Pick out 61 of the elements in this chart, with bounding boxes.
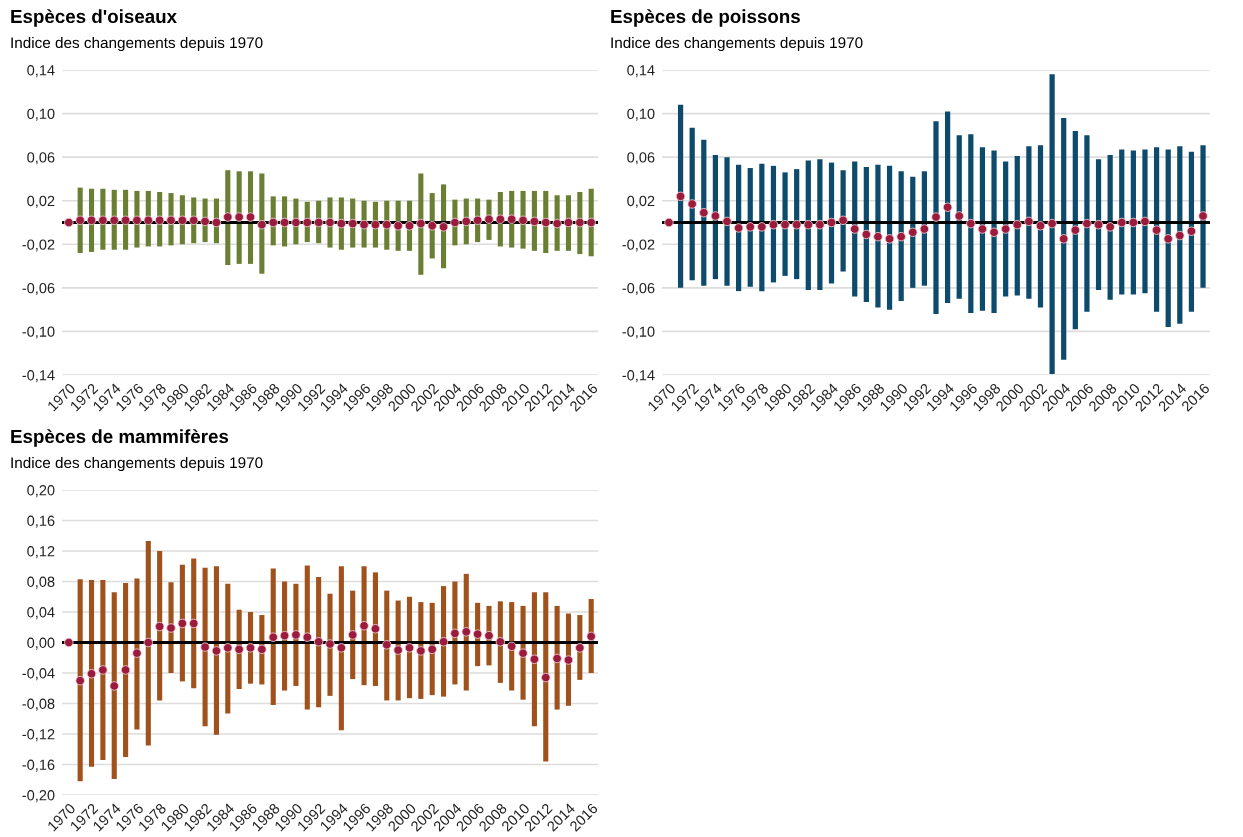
bar	[145, 541, 151, 746]
bar	[1142, 149, 1148, 294]
bar	[875, 164, 881, 308]
bar	[316, 576, 322, 708]
y-tick-label: -0,12	[22, 729, 55, 742]
bar	[338, 566, 344, 731]
y-tick-label: 0,02	[27, 195, 55, 208]
bar	[520, 605, 526, 700]
y-tick-label: -0,20	[22, 790, 55, 803]
y-tick-label: -0,06	[22, 282, 55, 296]
y-tick-label: 0,12	[27, 546, 55, 559]
bar	[88, 579, 95, 767]
y-tick-label: 0,10	[27, 108, 55, 121]
y-tick-label: -0,02	[22, 239, 55, 252]
bar	[817, 159, 823, 291]
y-tick-label: 0,14	[627, 65, 655, 78]
bar	[77, 579, 83, 782]
y-tick-label: -0,06	[622, 282, 655, 296]
y-tick-label: -0,04	[22, 668, 55, 681]
bar	[111, 592, 117, 779]
y-tick-label: -0,10	[22, 326, 55, 339]
bar	[1049, 74, 1055, 374]
bar	[1084, 135, 1090, 312]
bar	[968, 134, 974, 313]
chart-title: Espèces de mammifères	[11, 429, 229, 447]
y-tick-label: -0,02	[622, 239, 655, 252]
y-tick-label: -0,10	[622, 326, 655, 339]
y-tick-label: 0,04	[27, 607, 55, 620]
chart-subtitle: Indice des changements depuis 1970	[611, 36, 863, 52]
bar	[543, 592, 549, 762]
bar	[1200, 145, 1206, 288]
y-tick-label: 0,14	[27, 65, 55, 78]
bar	[724, 157, 730, 286]
y-tick-label: -0,16	[22, 759, 55, 772]
y-tick-label: 0,16	[27, 515, 55, 528]
bar	[782, 172, 788, 276]
y-tick-label: -0,14	[22, 370, 55, 383]
y-tick-label: 0,06	[27, 152, 55, 165]
chart-subtitle: Indice des changements depuis 1970	[11, 36, 263, 52]
bar	[304, 565, 310, 710]
bar	[213, 566, 219, 735]
y-tick-label: 0,02	[627, 195, 655, 208]
y-tick-label: -0,08	[22, 698, 55, 711]
y-tick-label: 0,10	[627, 108, 655, 121]
bar	[134, 578, 140, 730]
bar	[991, 150, 997, 313]
bar	[123, 583, 129, 757]
chart-subtitle: Indice des changements depuis 1970	[11, 456, 263, 472]
chart-title: Espèces de poissons	[611, 9, 800, 27]
y-tick-label: 0,20	[27, 485, 55, 498]
bar	[933, 121, 939, 314]
bar	[100, 579, 106, 760]
bar	[327, 593, 333, 696]
y-tick-label: 0,06	[627, 152, 655, 165]
bar	[1037, 145, 1044, 308]
y-tick-label: 0,00	[27, 637, 55, 650]
y-tick-label: 0,08	[27, 576, 55, 589]
chart-title: Espèces d'oiseaux	[11, 9, 177, 27]
y-tick-label: -0,14	[622, 370, 655, 383]
bar	[1061, 117, 1067, 360]
bar	[202, 567, 208, 727]
